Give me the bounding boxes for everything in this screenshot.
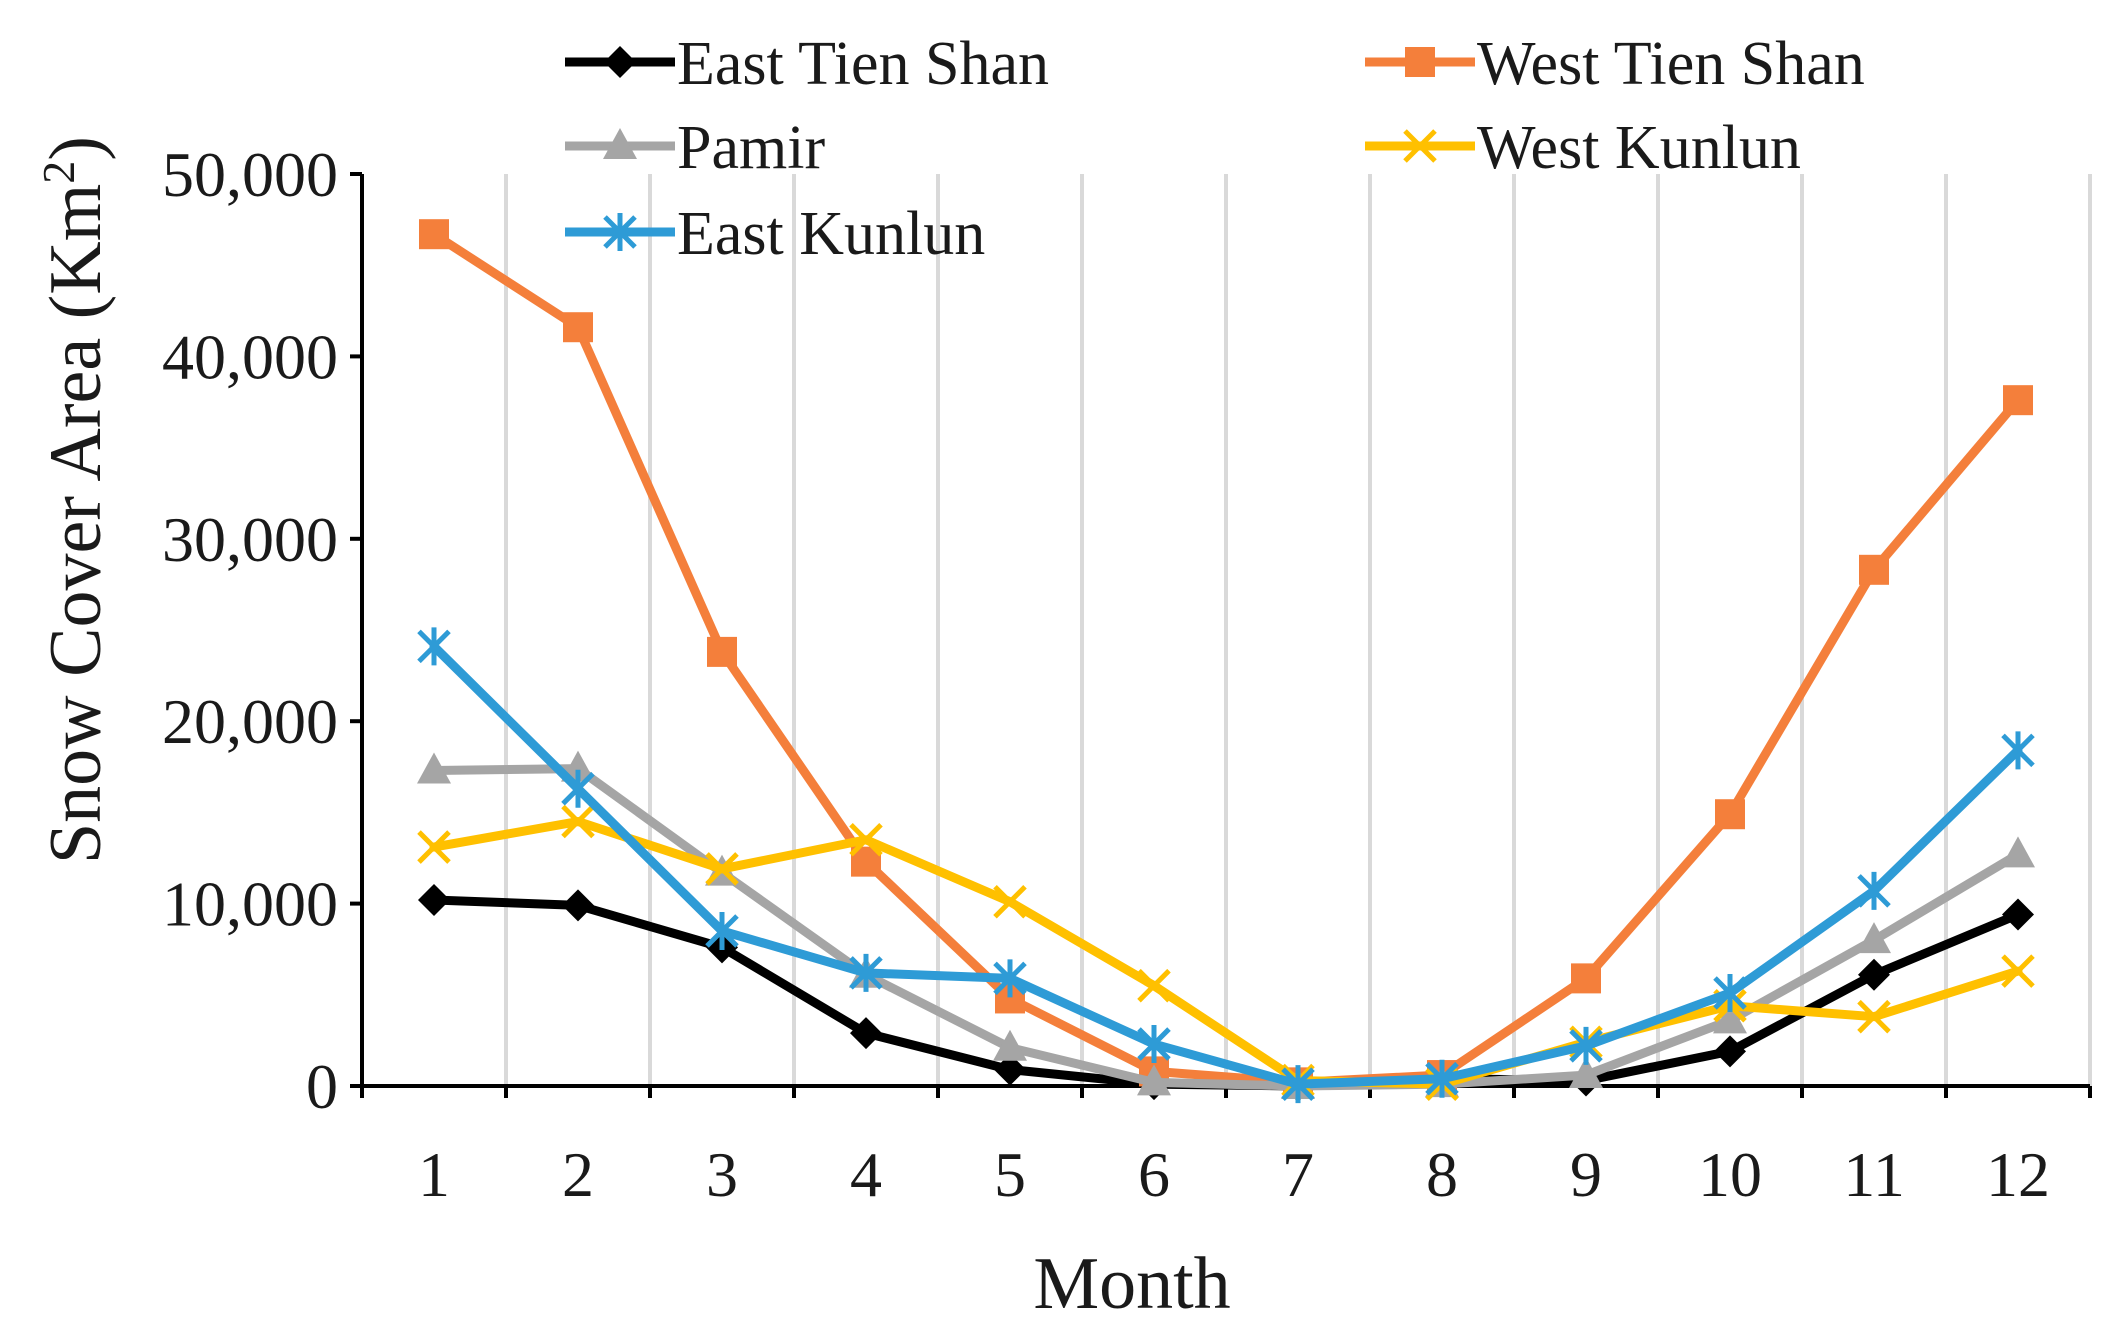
data-point-west-tien-shan [563,312,593,343]
data-point-east-tien-shan [2002,898,2034,931]
legend-item-east-kunlun: East Kunlun [565,200,985,268]
series-lines [417,219,2035,1104]
legend-item-west-kunlun: West Kunlun [1365,114,1801,182]
y-tick-label: 0 [306,1051,338,1122]
data-point-west-kunlun [705,852,739,886]
data-point-pamir [417,752,451,784]
legend-item-pamir: Pamir [565,114,825,182]
y-tick-label: 20,000 [162,686,338,757]
legend-marker-west-kunlun [1403,129,1437,163]
x-tick-label: 6 [1138,1139,1170,1210]
data-point-pamir [1137,1064,1171,1096]
y-axis-title: Snow Cover Area (Km2) [33,136,117,864]
data-point-east-tien-shan [994,1053,1026,1086]
legend-label: East Tien Shan [677,30,1049,98]
data-point-west-kunlun [993,885,1027,919]
legend-label: West Kunlun [1477,114,1801,182]
x-tick-label: 8 [1426,1139,1458,1210]
data-point-east-kunlun [705,911,739,950]
data-point-pamir [993,1029,1027,1061]
data-point-east-kunlun [417,627,451,666]
data-point-pamir [1857,922,1891,954]
series-line-west-tien-shan [429,229,2023,1087]
data-point-pamir [1569,1057,1603,1089]
data-point-west-kunlun [417,830,451,864]
data-point-pamir [1713,1002,1747,1034]
data-point-west-tien-shan [1715,799,1745,830]
data-point-east-tien-shan [418,883,450,916]
data-point-east-tien-shan [1858,958,1890,991]
data-point-east-kunlun [1569,1026,1603,1065]
vertical-gridlines [504,174,2092,1086]
x-tick-label: 4 [850,1139,882,1210]
legend-label: Pamir [677,114,825,182]
data-point-pamir [2001,836,2035,868]
data-point-west-kunlun [561,804,595,839]
data-point-east-kunlun [1857,871,1891,910]
x-tick-label: 1 [418,1139,450,1210]
x-tick-label: 3 [706,1139,738,1210]
data-point-pamir [561,750,595,782]
data-point-west-tien-shan [707,636,737,667]
y-tick-label: 50,000 [162,139,338,210]
data-point-east-tien-shan [1714,1035,1746,1068]
x-axis-title: Month [1033,1243,1230,1325]
x-tick-label: 9 [1570,1139,1602,1210]
y-tick-label: 40,000 [162,321,338,392]
y-tick-label: 30,000 [162,504,338,575]
data-point-west-tien-shan [1571,963,1601,994]
data-point-east-kunlun [1713,973,1747,1012]
legend-marker-west-tien-shan [1405,47,1435,77]
x-tick-label: 5 [994,1139,1026,1210]
data-point-east-kunlun [2001,731,2035,770]
data-point-east-kunlun [993,959,1027,998]
x-tick-label: 11 [1843,1139,1905,1210]
series-line-west-kunlun [429,817,2023,1089]
data-point-east-kunlun [849,953,883,992]
x-tick-label: 10 [1698,1139,1762,1210]
legend-item-east-tien-shan: East Tien Shan [565,30,1049,98]
legend-label: East Kunlun [677,200,985,268]
data-point-east-kunlun [1281,1065,1315,1104]
x-tick-label: 7 [1282,1139,1314,1210]
data-point-west-kunlun [1857,999,1891,1034]
data-point-east-kunlun [1137,1025,1171,1064]
data-point-west-tien-shan [2003,385,2033,416]
series-east-kunlun [417,627,2035,1104]
data-point-east-kunlun [1425,1059,1459,1098]
series-line-east-kunlun [429,641,2023,1089]
legend-marker-pamir [603,128,637,159]
data-point-west-kunlun [1137,968,1171,1003]
legend-item-west-tien-shan: West Tien Shan [1365,30,1865,98]
data-point-west-kunlun [2001,954,2035,988]
y-tick-label: 10,000 [162,869,338,940]
legend-marker-east-kunlun [603,213,637,251]
legend-marker-east-tien-shan [604,46,636,78]
data-point-east-tien-shan [850,1017,882,1050]
axes [350,172,2092,1098]
data-point-west-tien-shan [419,219,449,250]
data-point-east-kunlun [561,769,595,808]
data-point-west-kunlun [849,822,883,857]
legend-label: West Tien Shan [1477,30,1865,98]
x-tick-label: 2 [562,1139,594,1210]
legend: East Tien Shan West Tien Shan Pamir West Ku… [565,30,1865,268]
data-point-east-tien-shan [562,889,594,922]
x-tick-label: 12 [1986,1139,2050,1210]
data-point-west-tien-shan [1859,554,1889,585]
